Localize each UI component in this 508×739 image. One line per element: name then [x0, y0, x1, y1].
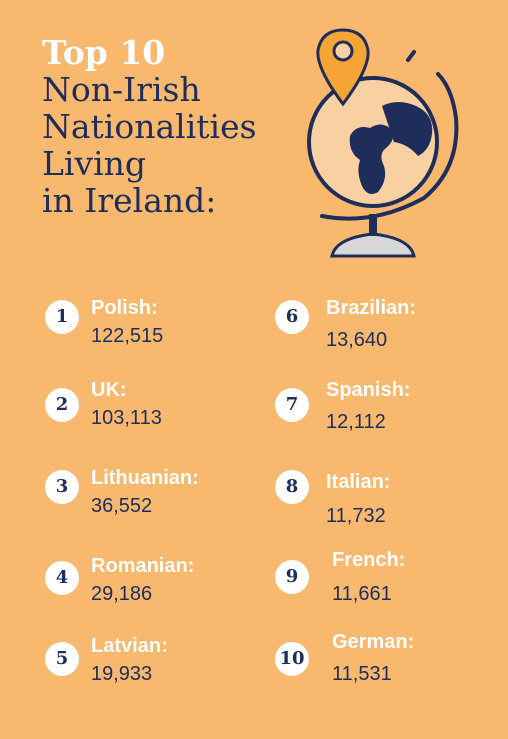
title-line-4: Living [42, 144, 147, 183]
population-value: 36,552 [91, 495, 153, 517]
population-value: 11,531 [332, 663, 392, 685]
page-title: Top 10 Non-Irish Nationalities Living in… [42, 34, 322, 219]
list-item: 10 German: 11,531 [275, 630, 475, 688]
list-item: 9 French: 11,661 [275, 548, 475, 606]
population-value: 103,113 [91, 407, 162, 429]
list-item: 3 Lithuanian: 36,552 [45, 466, 245, 524]
population-value: 11,661 [332, 583, 392, 605]
rank-badge: 3 [45, 470, 79, 504]
nationality-label: Italian: [326, 471, 391, 493]
title-line-2: Non-Irish [42, 70, 201, 109]
list-item: 8 Italian: 11,732 [275, 470, 475, 528]
rank-badge: 5 [45, 642, 79, 676]
population-value: 13,640 [326, 329, 388, 351]
rank-badge: 7 [275, 388, 309, 422]
list-item: 7 Spanish: 12,112 [275, 378, 475, 436]
nationality-label: Brazilian: [326, 297, 417, 319]
rank-badge: 6 [275, 300, 309, 334]
population-value: 12,112 [326, 411, 386, 433]
nationality-label: Romanian: [91, 555, 195, 577]
population-value: 19,933 [91, 663, 153, 685]
rank-badge: 9 [275, 560, 309, 594]
list-item: 5 Latvian: 19,933 [45, 634, 245, 692]
list-item: 4 Romanian: 29,186 [45, 554, 245, 612]
list-item: 2 UK: 103,113 [45, 378, 245, 436]
rank-badge: 1 [45, 300, 79, 334]
globe-axis-tip [406, 50, 416, 62]
globe-with-location-pin-icon [298, 24, 468, 260]
rank-badge: 2 [45, 388, 79, 422]
title-line-5: in Ireland: [42, 181, 217, 220]
nationality-label: Lithuanian: [91, 467, 199, 489]
title-line-1: Top 10 [42, 33, 166, 72]
population-value: 11,732 [326, 505, 386, 527]
globe-stand-base [330, 232, 416, 258]
nationality-label: French: [332, 549, 406, 571]
location-pin [316, 28, 370, 107]
nationality-label: Spanish: [326, 379, 411, 401]
title-line-3: Nationalities [42, 107, 257, 146]
nationality-label: UK: [91, 379, 127, 401]
nationality-label: German: [332, 631, 415, 653]
globe-meridian-arc [320, 72, 459, 221]
rank-badge: 4 [45, 561, 79, 595]
rank-badge: 8 [275, 470, 309, 504]
globe-stand-post [369, 214, 377, 236]
globe-continent-left [349, 124, 394, 194]
location-pin-hole [332, 40, 354, 62]
list-item: 1 Polish: 122,515 [45, 296, 245, 354]
rank-badge: 10 [275, 642, 309, 676]
globe-continent-right [382, 102, 433, 156]
nationality-label: Polish: [91, 297, 158, 319]
population-value: 122,515 [91, 325, 164, 347]
list-item: 6 Brazilian: 13,640 [275, 296, 475, 354]
globe-illustration [307, 28, 459, 258]
population-value: 29,186 [91, 583, 153, 605]
nationality-label: Latvian: [91, 635, 168, 657]
